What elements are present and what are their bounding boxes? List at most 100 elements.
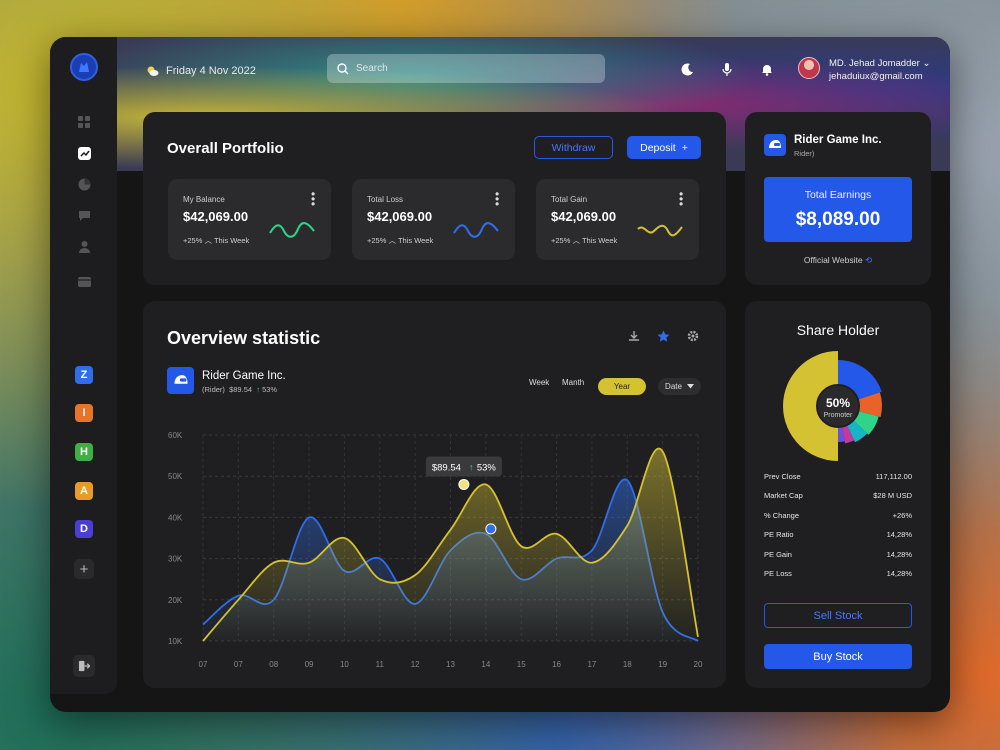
tab-week[interactable]: Week: [529, 378, 550, 387]
logout-icon: [78, 660, 90, 672]
stat-row-value: +26%: [892, 510, 912, 520]
chart-company-info: (Rider) $89.54 ↑ 53%: [202, 385, 278, 394]
share-holder-card: Share Holder 50% Promoter Prev Close 117,1…: [745, 301, 931, 688]
chevron-up-icon: ︿: [204, 236, 213, 245]
helmet-icon: [764, 134, 786, 156]
donut-segment[interactable]: [783, 351, 838, 461]
series-line-1[interactable]: [202, 447, 699, 642]
x-tick-label: 12: [411, 660, 420, 669]
stat-label: My Balance: [183, 195, 225, 204]
share-donut-chart[interactable]: 50% Promoter: [783, 351, 893, 461]
stat-value: $42,069.00: [551, 209, 617, 224]
y-tick-label: 10K: [168, 637, 183, 646]
arrow-up-icon: ↑: [469, 462, 474, 473]
donut-segment[interactable]: [841, 422, 855, 444]
app-a-icon[interactable]: A: [75, 482, 93, 500]
x-tick-label: 11: [376, 660, 385, 669]
stat-change: +25% ︿ This Week: [551, 236, 618, 245]
stat-row: PE Gain 14,28%: [764, 550, 912, 559]
donut-segment[interactable]: [845, 418, 868, 443]
notifications-button[interactable]: [760, 62, 774, 76]
date-dropdown[interactable]: Date: [658, 378, 701, 395]
x-tick-label: 15: [517, 660, 526, 669]
wallet-icon[interactable]: [77, 274, 91, 288]
x-tick-label: 16: [552, 660, 561, 669]
user-name: MD. Jehad Jomadder: [829, 58, 920, 69]
series-point-blue[interactable]: [485, 523, 497, 535]
stat-row-value: 14,28%: [886, 549, 912, 559]
app-window: Z I H A D + Friday 4 Nov 2022 MD. Jehad …: [50, 37, 950, 712]
microphone-button[interactable]: [720, 62, 734, 76]
user-icon[interactable]: [77, 239, 91, 253]
y-tick-label: 40K: [168, 513, 183, 522]
app-z-icon[interactable]: Z: [75, 366, 93, 384]
stat-row: PE Ratio 14,28%: [764, 530, 912, 539]
x-tick-label: 17: [587, 660, 596, 669]
tab-year[interactable]: Year: [598, 378, 646, 395]
earnings-label: Total Earnings: [804, 189, 872, 201]
official-website-link[interactable]: Official Website ⟲: [803, 255, 873, 265]
app-h-icon[interactable]: H: [75, 443, 93, 461]
buy-stock-button[interactable]: Buy Stock: [764, 644, 912, 669]
total-earnings-box: Total Earnings $8,089.00: [764, 177, 912, 242]
more-options-icon[interactable]: • • •: [495, 187, 500, 211]
date-text: Friday 4 Nov 2022: [166, 65, 256, 77]
overview-card: Overview statistic Rider Game Inc. (Ride…: [143, 301, 726, 688]
donut-center-value: 50%: [826, 396, 850, 410]
x-tick-label: 07: [234, 660, 243, 669]
caret-down-icon: [686, 384, 694, 389]
stat-row: Prev Close 117,112.00: [764, 472, 912, 481]
stat-row-value: 14,28%: [886, 569, 912, 578]
star-icon[interactable]: [656, 329, 670, 343]
chart-icon[interactable]: [77, 146, 91, 160]
stat-card-balance[interactable]: My Balance $42,069.00 +25% ︿ This Week •…: [168, 179, 331, 260]
chevron-up-icon: ︿: [388, 236, 397, 245]
portfolio-card: Overall Portfolio Withdraw Deposit + My …: [143, 112, 726, 285]
donut-segment[interactable]: [851, 410, 879, 435]
earnings-value: $8,089.00: [795, 209, 881, 230]
sidebar: Z I H A D +: [50, 37, 117, 694]
stat-row-label: PE Gain: [764, 549, 792, 559]
logout-button[interactable]: [73, 655, 95, 677]
donut-segment[interactable]: [838, 423, 845, 442]
app-logo[interactable]: [70, 53, 98, 81]
grid-icon[interactable]: [77, 115, 91, 129]
add-app-button[interactable]: +: [74, 559, 94, 579]
search-bar[interactable]: [327, 54, 605, 83]
chart-tooltip: $89.54 ↑ 53%: [425, 456, 502, 477]
weather-icon: [147, 66, 159, 76]
sell-stock-button[interactable]: Sell Stock: [764, 603, 912, 628]
dark-mode-toggle[interactable]: [680, 62, 694, 76]
pie-icon[interactable]: [77, 177, 91, 191]
arrow-up-icon: ↑: [256, 385, 260, 394]
stat-card-gain[interactable]: Total Gain $42,069.00 +25% ︿ This Week •…: [536, 179, 699, 260]
series-area-1: [203, 448, 698, 641]
donut-segment[interactable]: [855, 392, 882, 417]
search-input[interactable]: [356, 63, 576, 74]
user-menu[interactable]: MD. Jehad Jomadder ⌄ jehaduiux@gmail.com: [829, 57, 930, 83]
download-icon[interactable]: [627, 329, 641, 343]
settings-icon[interactable]: [686, 329, 700, 343]
x-tick-label: 08: [269, 660, 278, 669]
y-tick-label: 50K: [168, 472, 183, 481]
stat-card-loss[interactable]: Total Loss $42,069.00 +25% ︿ This Week •…: [352, 179, 515, 260]
company-name: Rider Game Inc.: [794, 134, 882, 146]
withdraw-button[interactable]: Withdraw: [534, 136, 613, 159]
y-tick-label: 30K: [168, 555, 183, 564]
avatar[interactable]: [798, 57, 820, 79]
tab-month[interactable]: Manth: [562, 378, 585, 387]
more-options-icon[interactable]: • • •: [311, 187, 316, 211]
donut-center: [816, 384, 860, 428]
series-point-yellow[interactable]: [458, 478, 470, 490]
stat-change: +25% ︿ This Week: [183, 236, 250, 245]
stat-row-value: $28 M USD: [873, 491, 912, 501]
chat-icon[interactable]: [77, 208, 91, 222]
overview-chart[interactable]: 10K 20K 30K 40K 50K 60K 07 07 08 09 10 11 12 13 14 15 16…: [143, 301, 726, 688]
search-icon: [337, 62, 349, 74]
x-tick-label: 13: [446, 660, 455, 669]
app-i-icon[interactable]: I: [75, 404, 93, 422]
x-tick-label: 14: [481, 660, 490, 669]
more-options-icon[interactable]: • • •: [679, 187, 684, 211]
deposit-button[interactable]: Deposit +: [627, 136, 701, 159]
app-d-icon[interactable]: D: [75, 520, 93, 538]
